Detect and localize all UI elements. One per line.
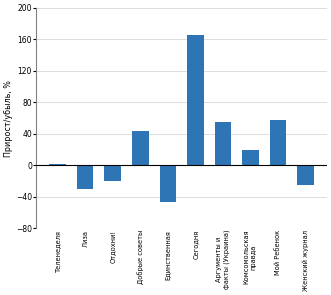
Bar [214, 122, 231, 165]
Bar [187, 35, 204, 165]
Bar [269, 120, 286, 165]
Y-axis label: Прирост/убыль, %: Прирост/убыль, % [4, 80, 13, 157]
Bar [242, 150, 259, 165]
Bar [77, 165, 93, 189]
Bar [160, 165, 176, 202]
Bar [49, 164, 66, 165]
Bar [132, 132, 149, 165]
Bar [105, 165, 121, 181]
Bar [297, 165, 314, 185]
